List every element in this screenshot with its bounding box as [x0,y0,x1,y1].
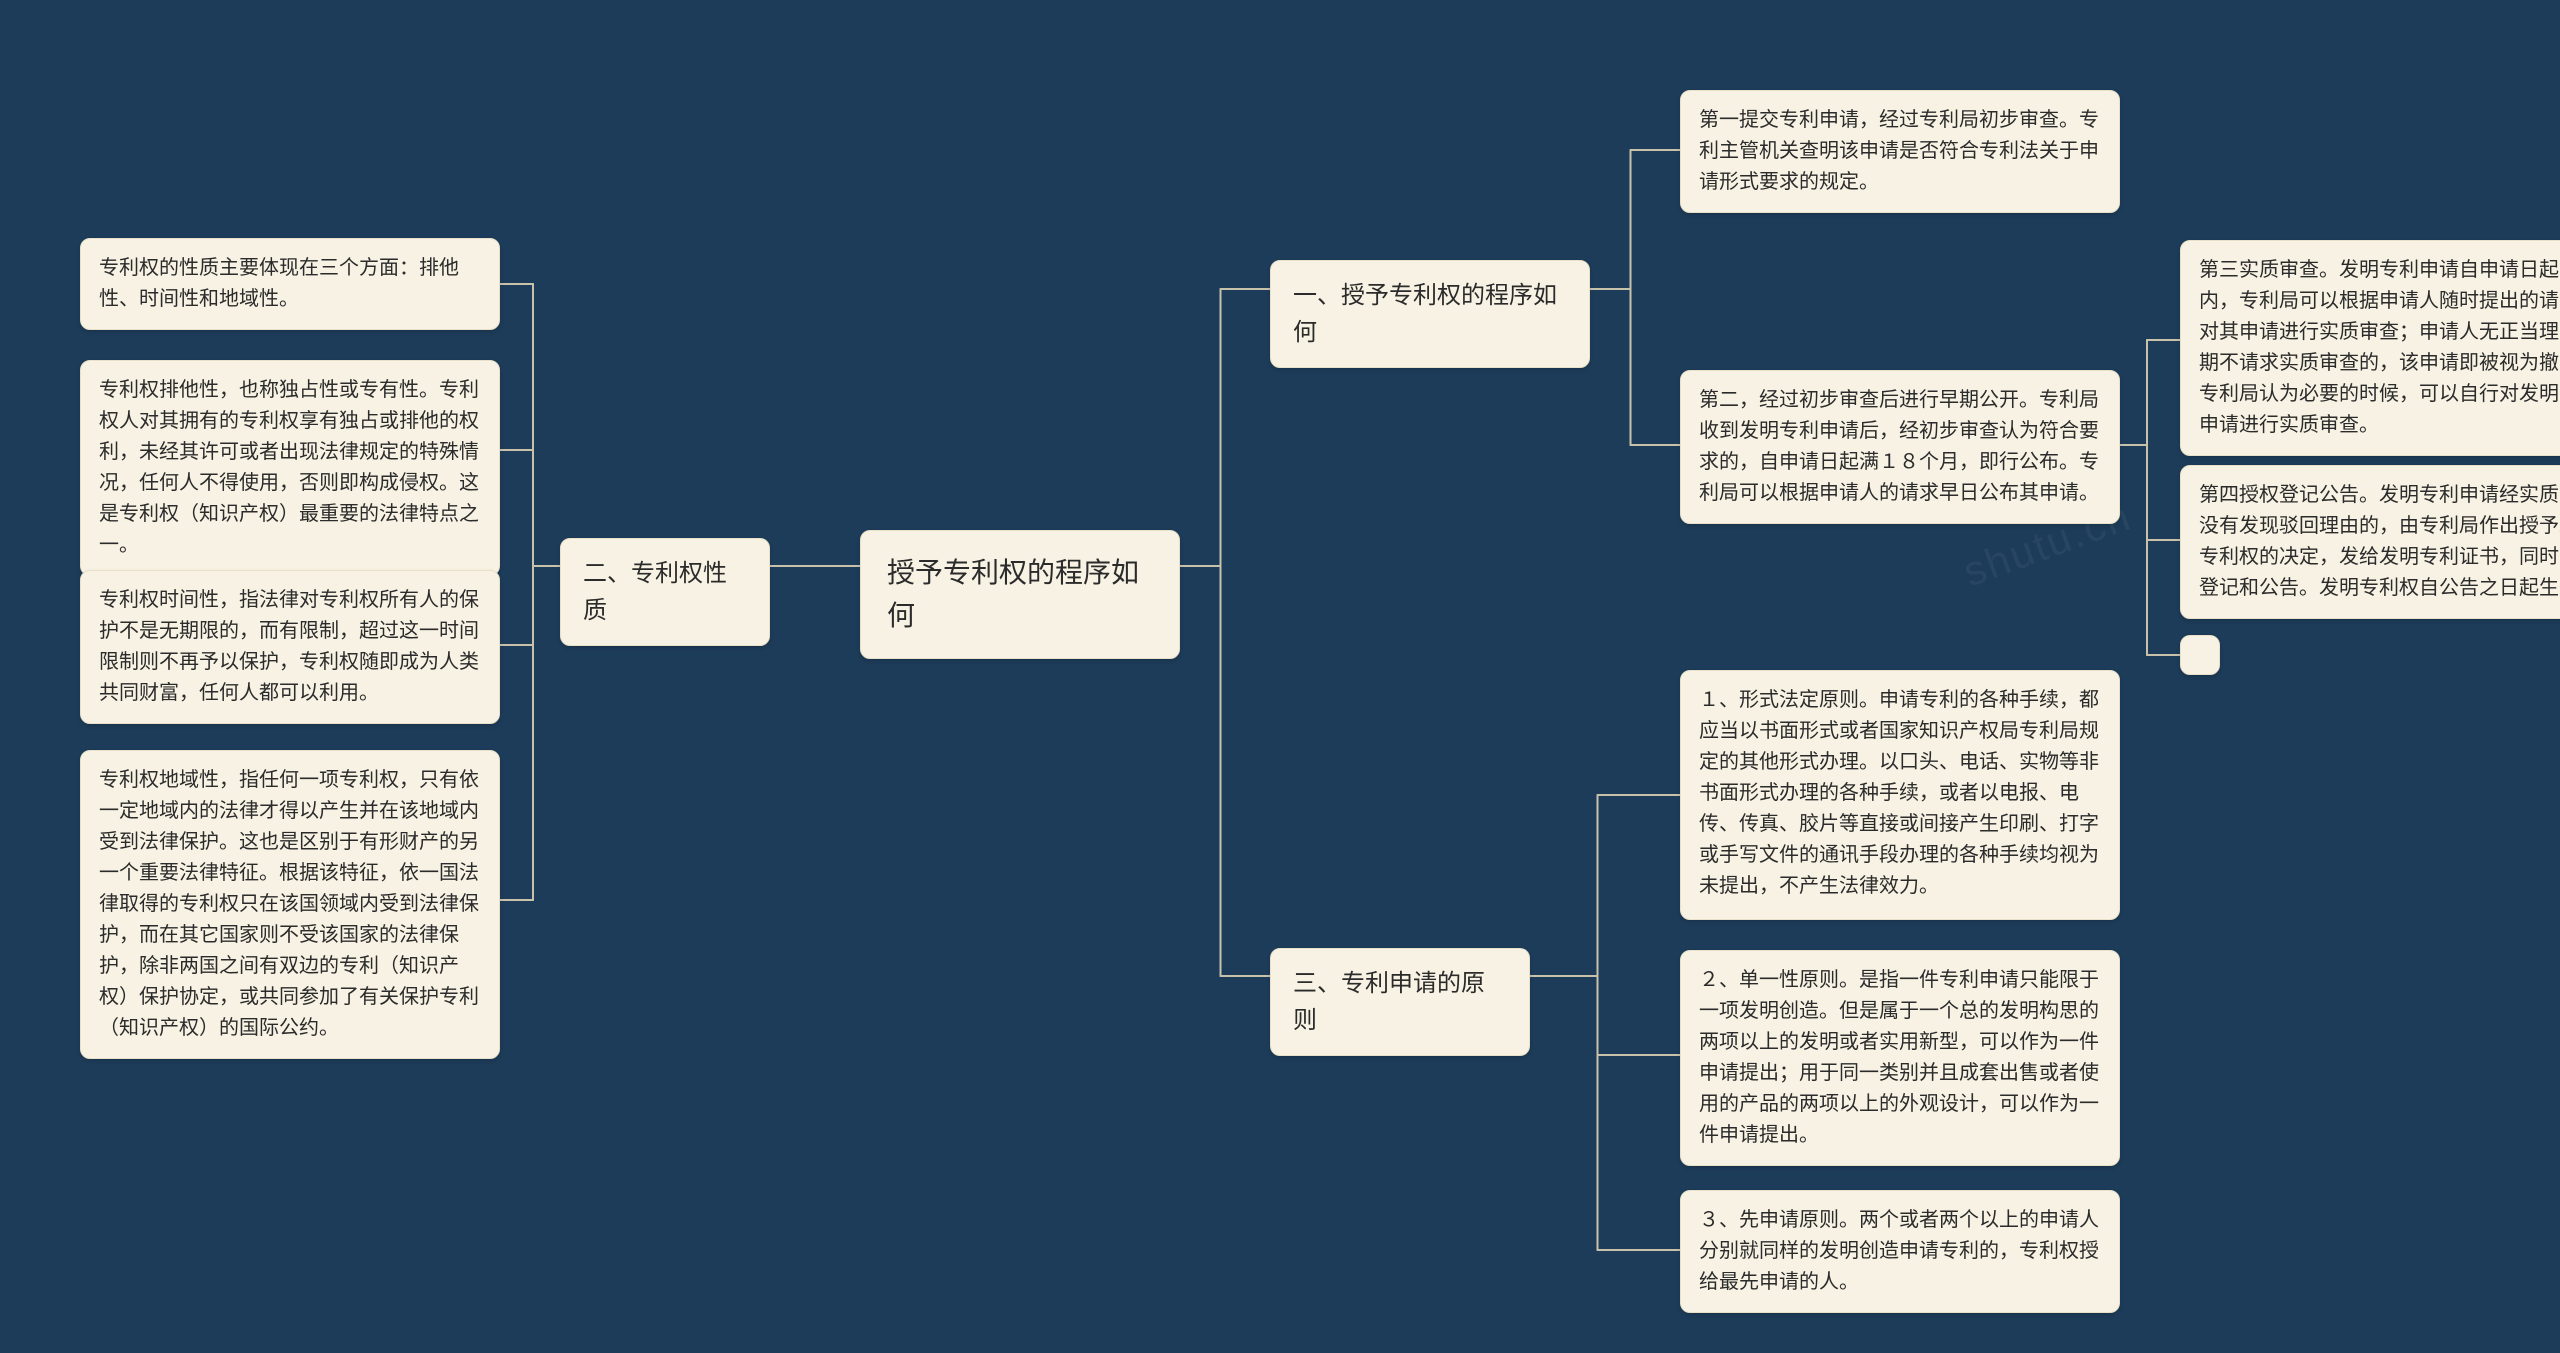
node-text: 专利权时间性，指法律对专利权所有人的保护不是无期限的，而有限制，超过这一时间限制… [99,589,479,704]
leaf-node[interactable]: ２、单一性原则。是指一件专利申请只能限于一项发明创造。但是属于一个总的发明构思的… [1680,950,2120,1166]
node-text: ２、单一性原则。是指一件专利申请只能限于一项发明创造。但是属于一个总的发明构思的… [1699,969,2099,1146]
node-text: 授予专利权的程序如何 [887,557,1139,631]
leaf-node[interactable] [2180,635,2220,675]
branch-node[interactable]: 一、授予专利权的程序如何 [1270,260,1590,368]
node-text: ３、先申请原则。两个或者两个以上的申请人分别就同样的发明创造申请专利的，专利权授… [1699,1209,2099,1293]
node-text: 第四授权登记公告。发明专利申请经实质审查没有发现驳回理由的，由专利局作出授予发明… [2199,484,2560,599]
leaf-node[interactable]: 第一提交专利申请，经过专利局初步审查。专利主管机关查明该申请是否符合专利法关于申… [1680,90,2120,213]
node-text: 第二，经过初步审查后进行早期公开。专利局收到发明专利申请后，经初步审查认为符合要… [1699,389,2099,504]
node-text: 一、授予专利权的程序如何 [1293,282,1557,346]
node-text: 专利权排他性，也称独占性或专有性。专利权人对其拥有的专利权享有独占或排他的权利，… [99,379,479,556]
leaf-node[interactable]: 专利权排他性，也称独占性或专有性。专利权人对其拥有的专利权享有独占或排他的权利，… [80,360,500,576]
root-node[interactable]: 授予专利权的程序如何 [860,530,1180,659]
leaf-node[interactable]: １、形式法定原则。申请专利的各种手续，都应当以书面形式或者国家知识产权局专利局规… [1680,670,2120,920]
node-text: 专利权地域性，指任何一项专利权，只有依一定地域内的法律才得以产生并在该地域内受到… [99,769,479,1039]
leaf-node[interactable]: 专利权时间性，指法律对专利权所有人的保护不是无期限的，而有限制，超过这一时间限制… [80,570,500,724]
leaf-node[interactable]: 专利权的性质主要体现在三个方面：排他性、时间性和地域性。 [80,238,500,330]
branch-node[interactable]: 三、专利申请的原则 [1270,948,1530,1056]
mindmap-canvas: shutu.cnshutu.cn授予专利权的程序如何一、授予专利权的程序如何第一… [0,0,2560,1353]
leaf-node[interactable]: 第四授权登记公告。发明专利申请经实质审查没有发现驳回理由的，由专利局作出授予发明… [2180,465,2560,619]
leaf-node[interactable]: ３、先申请原则。两个或者两个以上的申请人分别就同样的发明创造申请专利的，专利权授… [1680,1190,2120,1313]
node-text: 三、专利申请的原则 [1293,970,1485,1034]
leaf-node[interactable]: 第二，经过初步审查后进行早期公开。专利局收到发明专利申请后，经初步审查认为符合要… [1680,370,2120,524]
node-text: 二、专利权性质 [583,560,727,624]
leaf-node[interactable]: 专利权地域性，指任何一项专利权，只有依一定地域内的法律才得以产生并在该地域内受到… [80,750,500,1059]
node-text: １、形式法定原则。申请专利的各种手续，都应当以书面形式或者国家知识产权局专利局规… [1699,689,2099,897]
node-text: 专利权的性质主要体现在三个方面：排他性、时间性和地域性。 [99,257,459,310]
leaf-node[interactable]: 第三实质审查。发明专利申请自申请日起３年内，专利局可以根据申请人随时提出的请求，… [2180,240,2560,456]
branch-node[interactable]: 二、专利权性质 [560,538,770,646]
node-text: 第一提交专利申请，经过专利局初步审查。专利主管机关查明该申请是否符合专利法关于申… [1699,109,2099,193]
node-text: 第三实质审查。发明专利申请自申请日起３年内，专利局可以根据申请人随时提出的请求，… [2199,259,2560,436]
